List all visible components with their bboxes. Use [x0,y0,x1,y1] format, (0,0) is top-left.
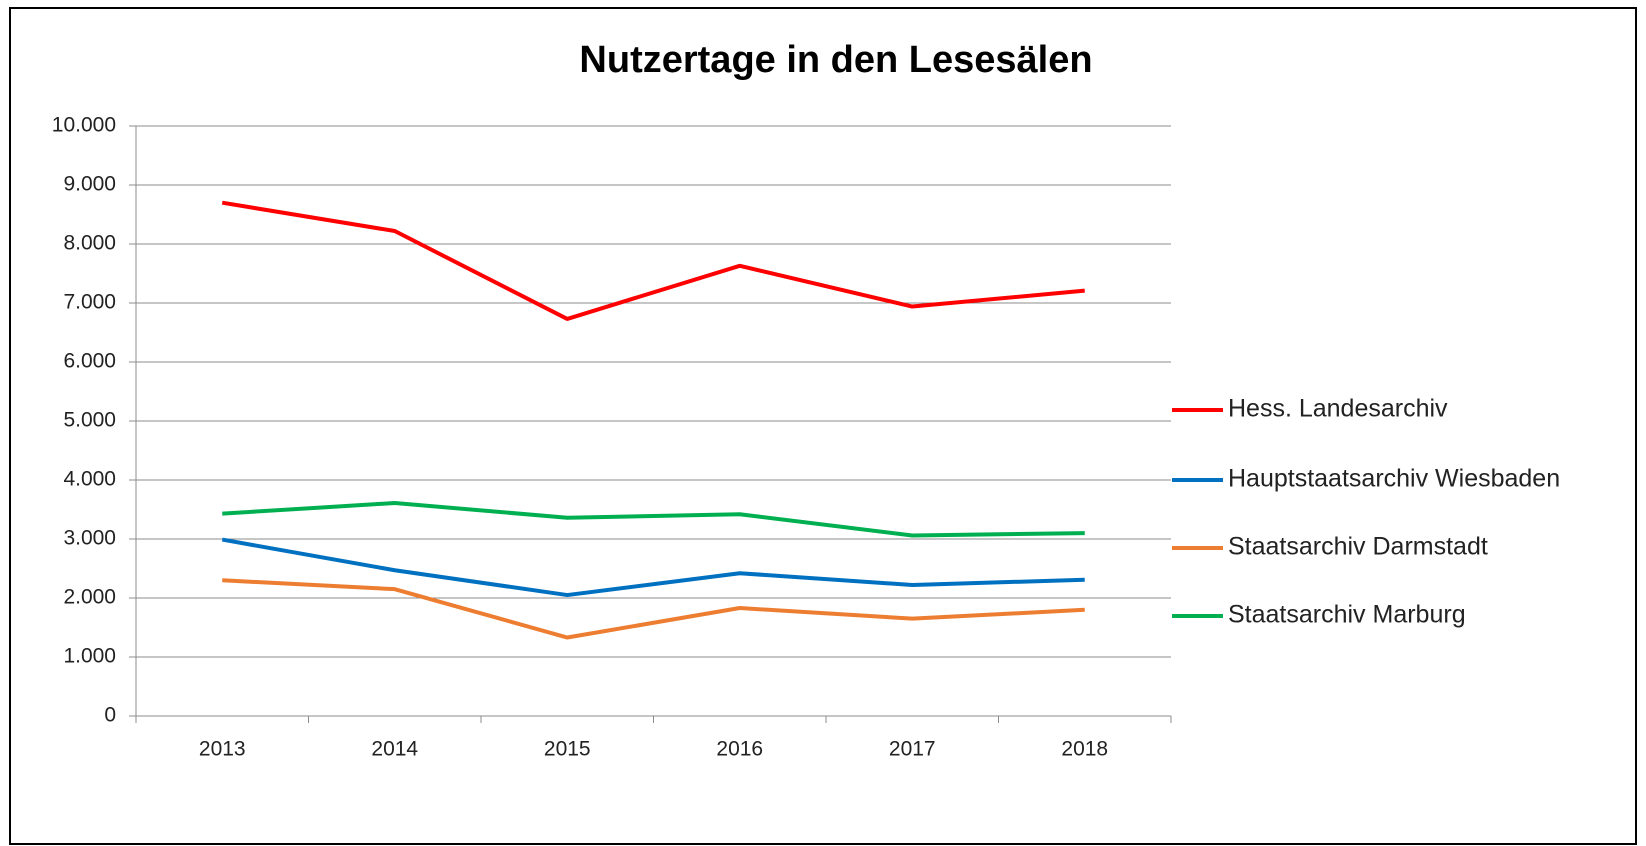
x-tick-label: 2018 [1061,738,1108,761]
y-tick-label: 3.000 [63,527,116,550]
chart-title: Nutzertage in den Lesesälen [579,39,1092,81]
chart-frame [9,7,1637,845]
legend-label: Staatsarchiv Marburg [1228,601,1466,629]
series-line [221,200,1085,321]
y-tick-label: 1.000 [63,645,116,668]
legend-label: Staatsarchiv Darmstadt [1228,533,1488,561]
y-tick-label: 7.000 [63,291,116,314]
y-tick-label: 6.000 [63,350,116,373]
legend-label: Hauptstaatsarchiv Wiesbaden [1228,465,1560,493]
series-line [222,578,1085,640]
series-line [222,501,1085,538]
y-tick-label: 4.000 [63,468,116,491]
y-tick-label: 9.000 [63,173,116,196]
y-tick-label: 8.000 [63,232,116,255]
y-tick-label: 10.000 [52,114,116,137]
x-tick-label: 2015 [544,738,591,761]
x-tick-label: 2016 [716,738,763,761]
series-line [221,537,1085,598]
x-tick-label: 2014 [371,738,418,761]
y-tick-label: 2.000 [63,586,116,609]
legend-label: Hess. Landesarchiv [1228,395,1448,423]
x-tick-label: 2017 [889,738,936,761]
x-tick-label: 2013 [199,738,246,761]
y-tick-label: 5.000 [63,409,116,432]
y-tick-label: 0 [104,704,116,727]
